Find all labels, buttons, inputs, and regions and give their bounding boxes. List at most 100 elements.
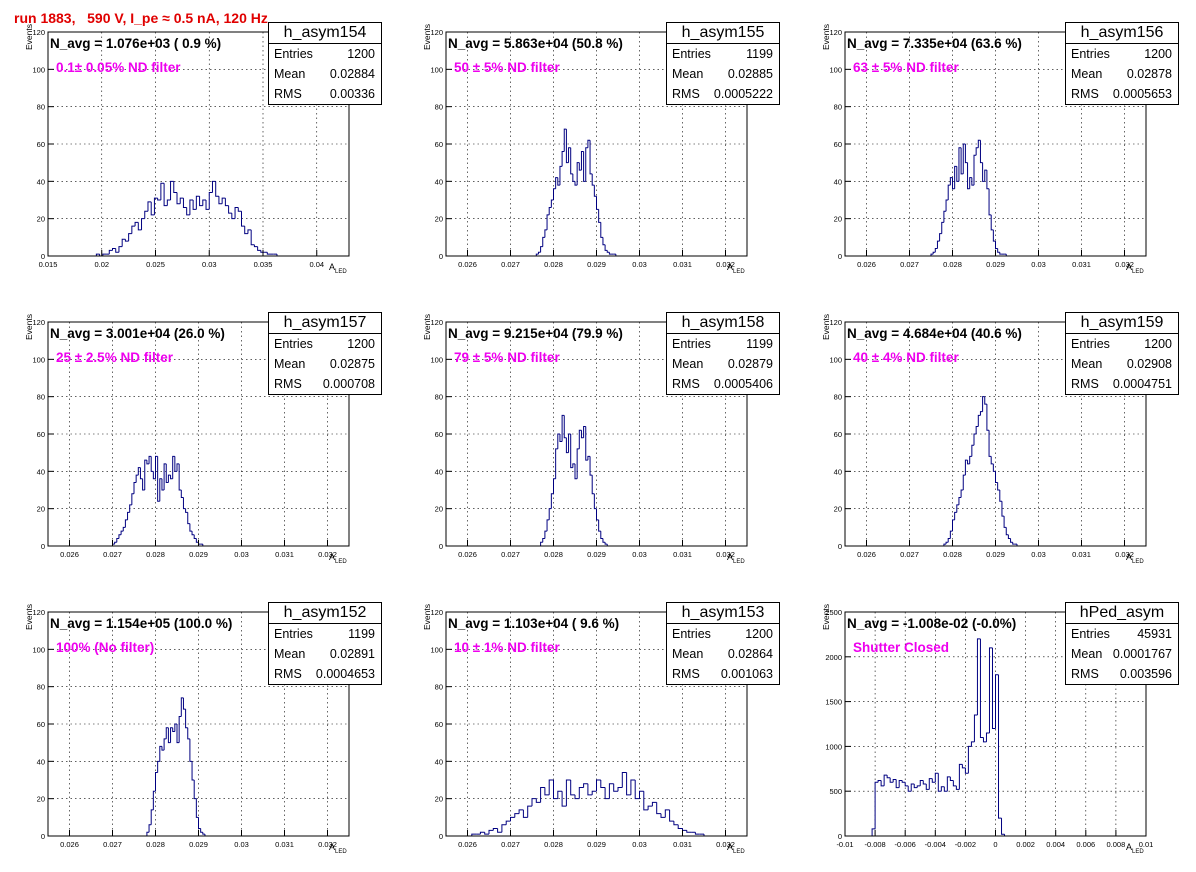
histogram-bin bbox=[969, 177, 972, 189]
filter-label: 79 ± 5% ND filter bbox=[454, 350, 560, 365]
y-tick-label: 100 bbox=[32, 645, 45, 654]
histogram-bin bbox=[604, 542, 608, 545]
histogram-bin bbox=[985, 732, 990, 742]
histogram-bin bbox=[904, 782, 909, 787]
x-tick-label: 0.026 bbox=[458, 550, 477, 559]
stats-value: 0.000708 bbox=[322, 377, 375, 391]
histogram-bin bbox=[630, 779, 636, 795]
x-tick-label: 0.02 bbox=[94, 260, 109, 269]
y-axis-label: Events bbox=[821, 24, 831, 50]
histogram-bin bbox=[596, 508, 599, 521]
histogram-bin bbox=[596, 196, 599, 210]
histogram-bin bbox=[557, 177, 560, 186]
histogram-panel-h_asym153: 0.026 0.027 0.028 0.029 0.03 0.031 0.032 0 20 40 6… bbox=[398, 580, 796, 870]
stats-value: 1200 bbox=[745, 627, 773, 641]
histogram-bin bbox=[131, 225, 136, 234]
histogram-bin bbox=[988, 430, 992, 457]
x-tick-label: 0.028 bbox=[146, 840, 165, 849]
histogram-bin bbox=[178, 463, 182, 491]
histogram-bin bbox=[202, 832, 205, 835]
histogram-bin bbox=[949, 177, 953, 186]
x-axis-label-main: A bbox=[329, 262, 336, 272]
histogram-bin bbox=[930, 253, 934, 256]
histogram-bin bbox=[155, 455, 158, 479]
stats-value: 0.02884 bbox=[329, 67, 375, 81]
stats-row-entries: Entries 1199 bbox=[667, 44, 779, 64]
x-axis-label-sub: LED bbox=[1132, 558, 1144, 565]
histogram-bin bbox=[548, 508, 552, 520]
histogram-bin bbox=[613, 783, 618, 792]
histogram-bin bbox=[484, 832, 489, 835]
histogram-bin bbox=[187, 727, 190, 740]
x-tick-label: 0.031 bbox=[275, 840, 294, 849]
stats-label: Mean bbox=[1071, 647, 1103, 661]
histogram-bin bbox=[224, 198, 229, 207]
histogram-bin bbox=[555, 177, 558, 189]
histogram-bin bbox=[118, 246, 123, 253]
histogram-bin bbox=[964, 144, 968, 164]
histogram-bin bbox=[488, 829, 494, 835]
histogram-bin bbox=[949, 776, 954, 781]
histogram-bin bbox=[591, 475, 595, 495]
histogram-bin bbox=[910, 783, 915, 792]
histogram-bin bbox=[591, 790, 597, 795]
stats-value: 0.02879 bbox=[727, 357, 773, 371]
histogram-bin bbox=[956, 166, 959, 182]
histogram-bin bbox=[134, 221, 139, 227]
x-axis-label-sub: LED bbox=[1132, 848, 1144, 855]
stats-label: RMS bbox=[672, 667, 700, 681]
stats-row-mean: Mean 0.02891 bbox=[269, 644, 381, 664]
histogram-name: h_asym154 bbox=[269, 23, 381, 44]
histogram-bin bbox=[115, 248, 119, 253]
histogram-bin bbox=[1005, 527, 1009, 536]
histogram-bin bbox=[979, 638, 984, 738]
histogram-bin bbox=[570, 780, 575, 796]
stats-label: RMS bbox=[1071, 377, 1099, 391]
histogram-bin bbox=[956, 504, 959, 513]
histogram-bin bbox=[565, 437, 569, 454]
histogram-bin bbox=[231, 213, 236, 220]
stats-row-rms: RMS 0.0005222 bbox=[667, 84, 779, 104]
histogram-bin bbox=[198, 817, 201, 830]
x-axis-label-main: A bbox=[1126, 552, 1133, 562]
navg-label: N_avg = 1.076e+03 ( 0.9 %) bbox=[50, 36, 222, 51]
histogram-bin bbox=[550, 493, 554, 509]
histogram-bin bbox=[215, 181, 219, 197]
x-axis-label-sub: LED bbox=[1132, 268, 1144, 275]
histogram-bin bbox=[570, 434, 573, 469]
histogram-bin bbox=[189, 523, 193, 532]
stats-label: RMS bbox=[672, 377, 700, 391]
stats-value: 45931 bbox=[1137, 627, 1172, 641]
histogram-bin bbox=[952, 519, 955, 532]
y-tick-label: 40 bbox=[37, 757, 45, 766]
histogram-bin bbox=[163, 183, 168, 207]
y-tick-label: 80 bbox=[37, 393, 45, 402]
histogram-bin bbox=[982, 162, 985, 182]
stats-row-entries: Entries 1200 bbox=[667, 624, 779, 644]
histogram-bin bbox=[990, 456, 994, 465]
histogram-bin bbox=[163, 463, 167, 490]
histogram-bin bbox=[195, 798, 199, 818]
x-tick-label: 0.029 bbox=[587, 260, 606, 269]
x-tick-label: 0.03 bbox=[1031, 550, 1046, 559]
histogram-bin bbox=[992, 229, 996, 242]
histogram-bin bbox=[114, 541, 117, 545]
x-tick-label: 0.031 bbox=[1072, 260, 1091, 269]
histogram-bin bbox=[228, 205, 232, 214]
histogram-bin bbox=[922, 780, 927, 785]
x-tick-label: 0.01 bbox=[1139, 840, 1154, 849]
histogram-bin bbox=[934, 248, 938, 253]
y-tick-label: 80 bbox=[435, 103, 443, 112]
histogram-bin bbox=[565, 779, 571, 807]
y-tick-label: 60 bbox=[435, 140, 443, 149]
stats-row-rms: RMS 0.0004653 bbox=[269, 664, 381, 684]
histogram-bin bbox=[182, 697, 186, 710]
x-axis-label: ALED bbox=[1126, 552, 1144, 565]
histogram-bin bbox=[656, 802, 661, 815]
histogram-bin bbox=[208, 192, 213, 210]
stats-value: 1199 bbox=[348, 627, 375, 641]
stats-label: Entries bbox=[274, 627, 313, 641]
stats-label: Entries bbox=[274, 47, 313, 61]
histogram-bin bbox=[167, 474, 171, 483]
x-axis-label-main: A bbox=[727, 552, 734, 562]
